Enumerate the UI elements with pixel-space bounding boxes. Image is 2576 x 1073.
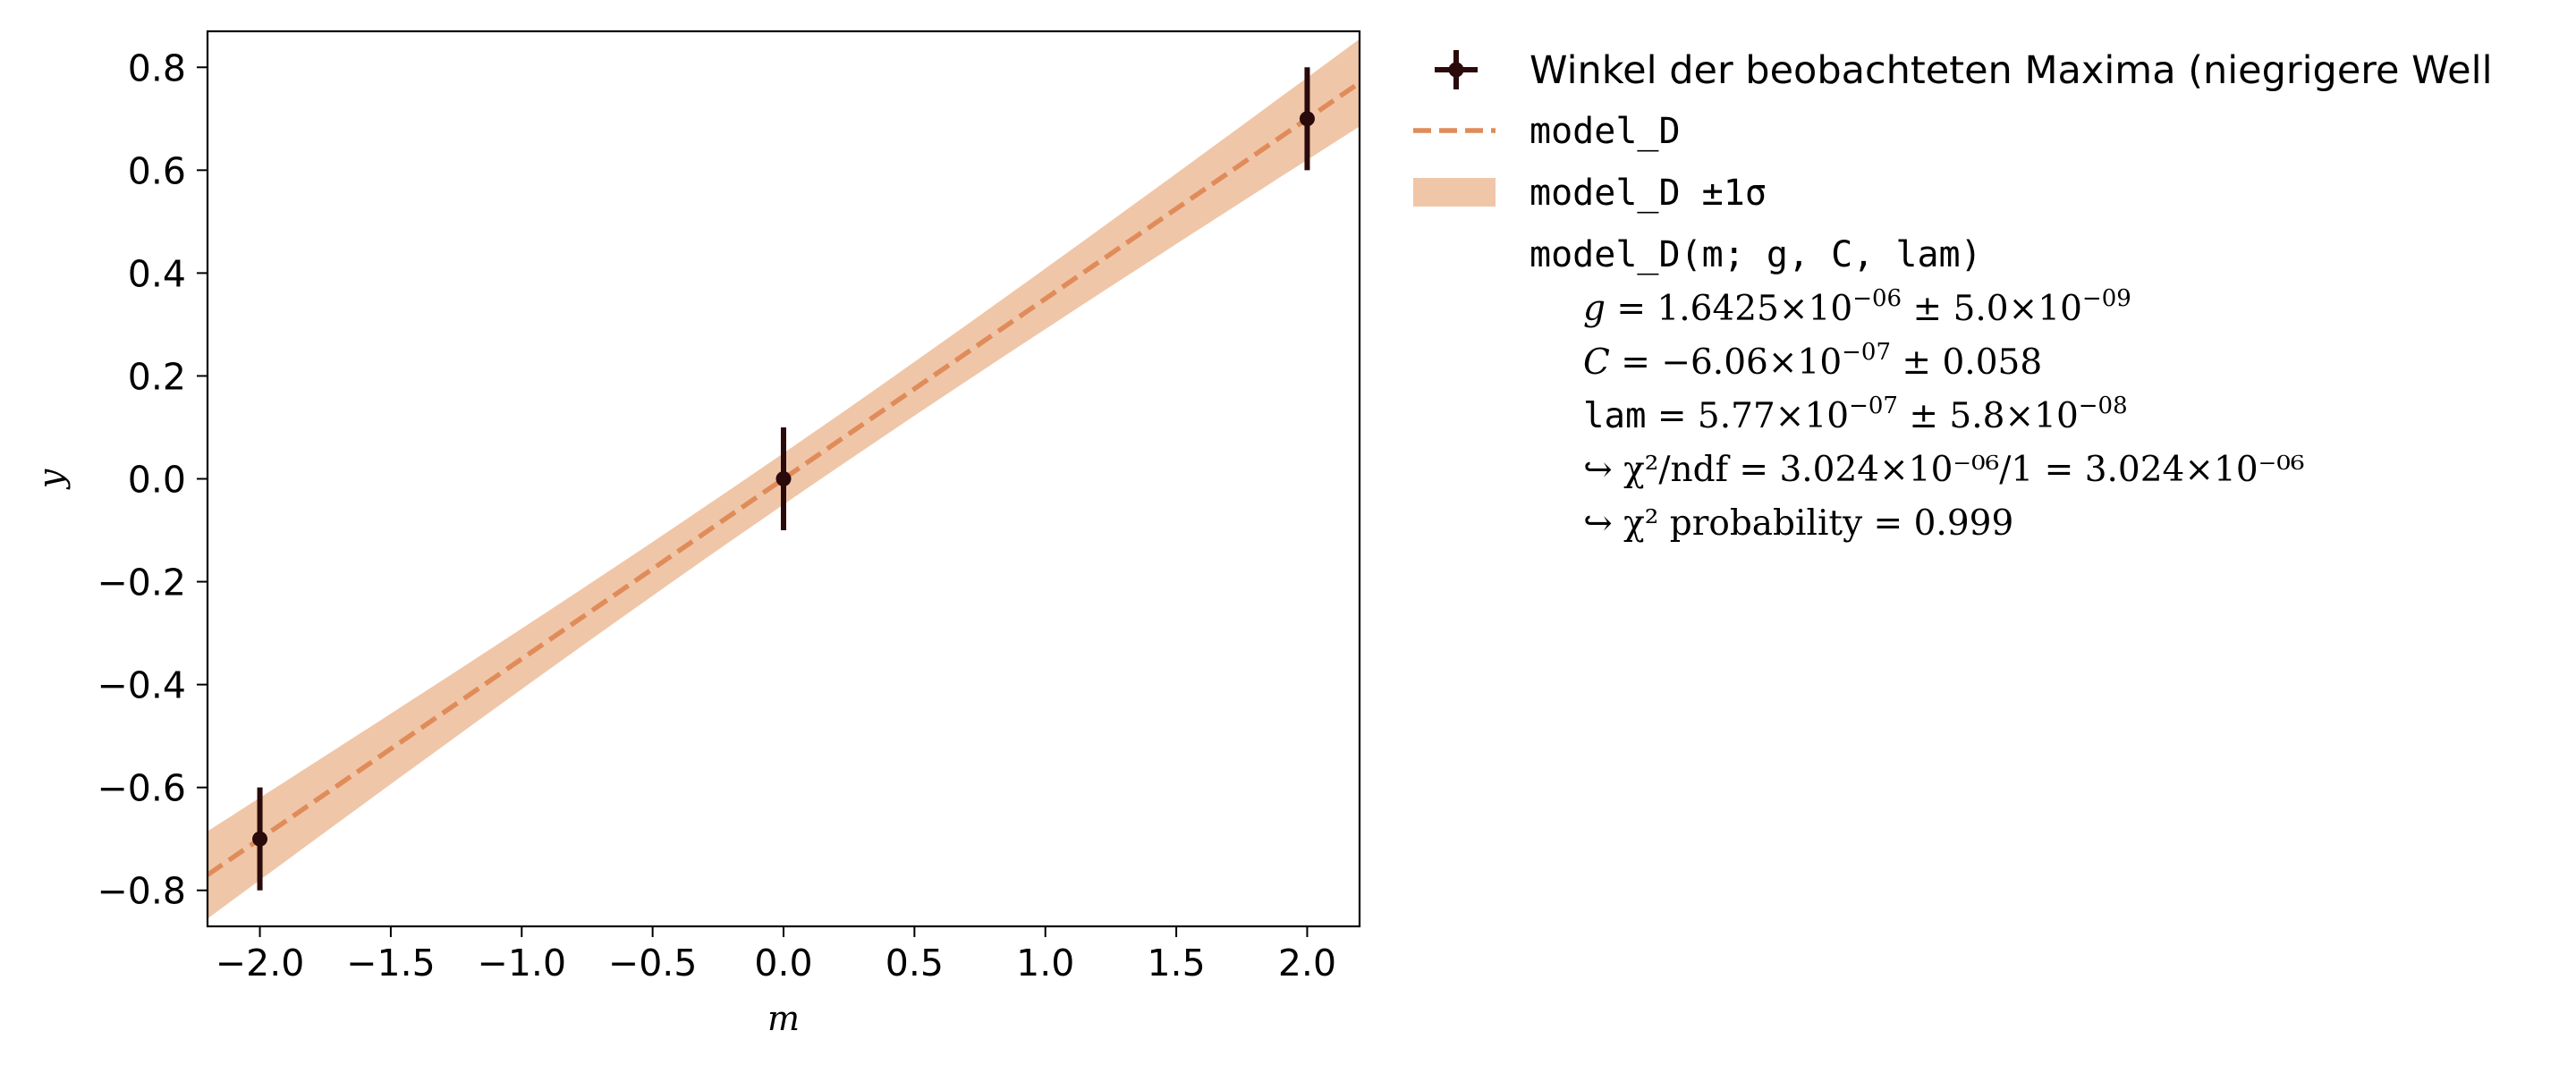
legend-data-marker bbox=[1448, 62, 1464, 78]
plot-clipped-group bbox=[208, 38, 1360, 919]
fit-param-error-exp: −08 bbox=[2079, 393, 2128, 419]
fit-chi2-prob: ↪ χ² probability = 0.999 bbox=[1583, 503, 2013, 544]
y-tick-label: −0.2 bbox=[97, 562, 186, 604]
x-axis-label: m bbox=[767, 999, 800, 1038]
fit-param-g: g = 1.6425×10−06 ± 5.0×10−09 bbox=[1583, 285, 2131, 329]
legend-model-label: model_D bbox=[1530, 111, 1681, 152]
legend-band-label: model_D ±1σ bbox=[1530, 173, 1767, 214]
y-tick-label: −0.4 bbox=[97, 664, 186, 707]
fit-param-name: C bbox=[1583, 342, 1610, 383]
x-tick-label: 0.0 bbox=[754, 942, 812, 984]
x-tick-label: 1.5 bbox=[1147, 942, 1205, 984]
y-axis-label: y bbox=[31, 469, 71, 490]
x-tick-label: −0.5 bbox=[608, 942, 698, 984]
fit-param-pm: ± 0.058 bbox=[1891, 342, 2042, 383]
x-tick-label: 2.0 bbox=[1278, 942, 1336, 984]
x-tick-label: −2.0 bbox=[216, 942, 305, 984]
fit-param-value-exp: −07 bbox=[1849, 393, 1898, 419]
fit-param-eq: = 5.77×10 bbox=[1646, 396, 1849, 436]
y-tick-label: −0.8 bbox=[97, 870, 186, 913]
fit-title: model_D(m; g, C, lam) bbox=[1530, 234, 1982, 275]
data-point bbox=[252, 831, 268, 847]
fit-param-value-exp: −07 bbox=[1842, 339, 1891, 366]
y-tick-label: 0.2 bbox=[128, 355, 186, 398]
axes: −2.0 −1.5 −1.0 −0.5 0.0 0.5 1.0 1.5 2.0 −0.8 −0.6 −… bbox=[31, 30, 1361, 1038]
y-tick-label: 0.8 bbox=[128, 46, 186, 89]
y-tick-label: −0.6 bbox=[97, 767, 186, 810]
x-tick-label: −1.5 bbox=[346, 942, 436, 984]
data-point bbox=[775, 471, 792, 486]
y-tick-label: 0.6 bbox=[128, 149, 186, 192]
x-tick-label: −1.0 bbox=[477, 942, 566, 984]
fit-param-C: C = −6.06×10−07 ± 0.058 bbox=[1583, 339, 2042, 383]
x-tick-label: 0.5 bbox=[886, 942, 944, 984]
fit-param-name: lam bbox=[1583, 396, 1646, 436]
legend: Winkel der beobachteten Maxima (niegrige… bbox=[1413, 48, 2493, 544]
legend-data-label: Winkel der beobachteten Maxima (niegrige… bbox=[1530, 48, 2493, 93]
y-tick-label: 0.0 bbox=[128, 459, 186, 502]
fit-param-value-exp: −06 bbox=[1852, 285, 1902, 312]
fit-param-eq: = −6.06×10 bbox=[1610, 342, 1842, 383]
fit-chi2-ndf: ↪ χ²/ndf = 3.024×10⁻⁰⁶/1 = 3.024×10⁻⁰⁶ bbox=[1583, 450, 2305, 490]
data-point bbox=[1299, 111, 1315, 127]
fit-param-pm: ± 5.8×10 bbox=[1898, 396, 2079, 436]
fit-param-eq: = 1.6425×10 bbox=[1606, 289, 1852, 329]
legend-band-handle bbox=[1413, 178, 1496, 207]
fit-param-error-exp: −09 bbox=[2082, 285, 2131, 312]
y-tick-label: 0.4 bbox=[128, 252, 186, 295]
fit-param-pm: ± 5.0×10 bbox=[1902, 289, 2082, 329]
fit-param-name: g bbox=[1583, 289, 1606, 329]
x-tick-label: 1.0 bbox=[1016, 942, 1074, 984]
plot-area bbox=[208, 38, 1360, 919]
fit-param-lam: lam = 5.77×10−07 ± 5.8×10−08 bbox=[1583, 393, 2128, 436]
